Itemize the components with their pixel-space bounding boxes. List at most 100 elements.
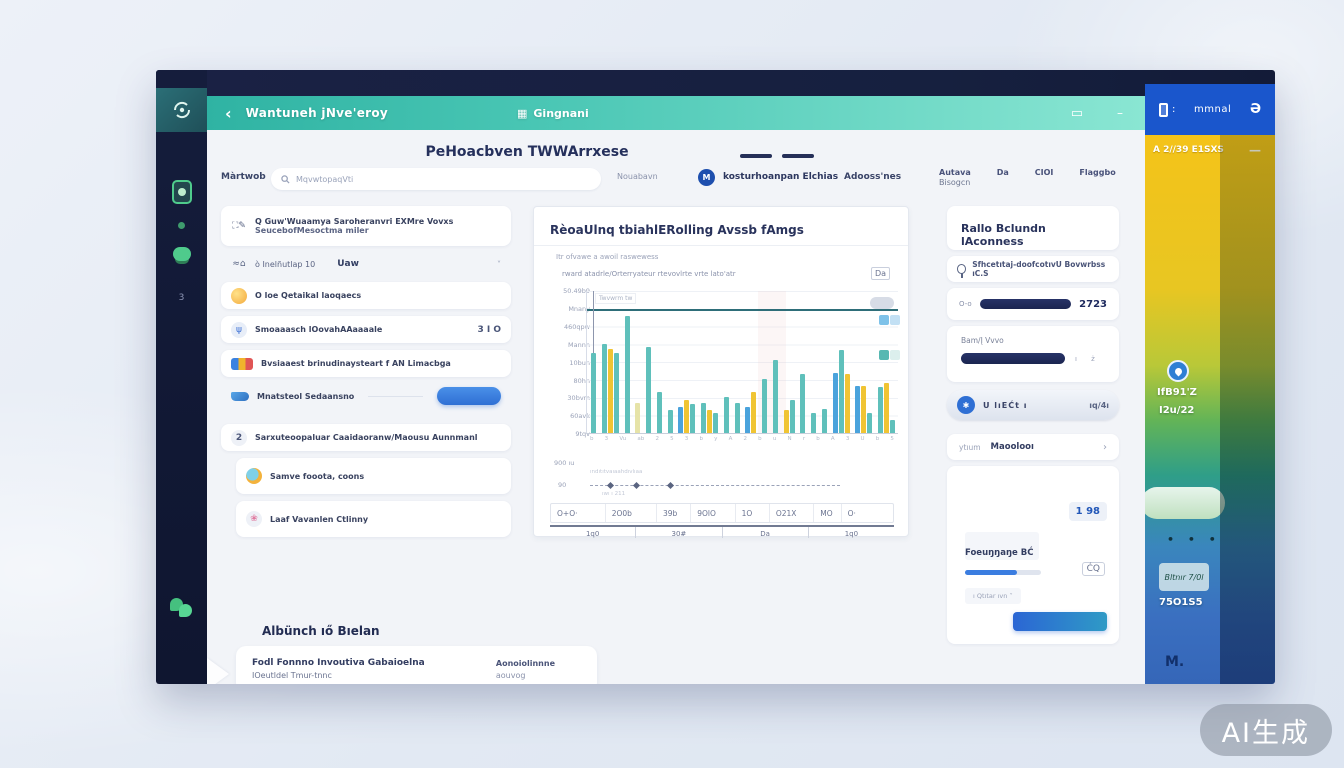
table-cell[interactable]: O+O· [551,504,606,522]
bar-group[interactable] [624,315,630,433]
access-row[interactable]: Sfhcetıtaj-doofcotıvU Bovwrbss ıC.S [947,256,1119,282]
bar-group[interactable] [635,402,641,433]
bar-group[interactable] [656,391,662,433]
bar-group[interactable] [701,402,718,433]
table-cell[interactable]: 1O [736,504,770,522]
list-item[interactable]: Bvsiaaest brinudinaysteart f AN Limacbga [221,350,511,377]
tab-indicator[interactable] [782,154,814,158]
bar[interactable] [591,352,596,433]
bar[interactable] [762,378,767,433]
display-icon[interactable]: ▭ [1070,105,1083,121]
bar[interactable] [734,402,740,433]
bar[interactable] [855,385,861,433]
table-cell[interactable]: O21X [770,504,815,522]
list-item[interactable]: ⛶✎ Q Guw'Wuaamya Saroheranvri EXMre Vovxs… [221,206,511,246]
bar[interactable] [811,412,816,433]
back-button[interactable]: ‹ [225,103,232,123]
location-pin-icon[interactable] [1167,360,1189,382]
bar[interactable] [723,397,729,433]
archive-card[interactable]: Fodl Fonnno Invoutiva Gabaioelna IOeutld… [236,646,597,684]
more-dots-icon[interactable]: • • • [1167,533,1221,546]
bar-group[interactable] [678,400,696,433]
selector-pill[interactable]: ✱ U lıEĆt ı ıq/4ı [947,390,1119,420]
strip-badge[interactable]: Bltnır 7/0l [1159,563,1209,591]
bar[interactable] [690,404,696,433]
bar-group[interactable] [878,382,895,433]
phone-icon[interactable]: : [1159,102,1175,117]
bar[interactable] [701,402,706,433]
bar[interactable] [635,402,641,433]
toolbar-meta[interactable]: Flaggbo [1079,168,1116,177]
bar[interactable] [878,387,883,433]
bar-group[interactable] [591,352,596,433]
list-item[interactable]: O loe Qetaikal laoqaecs [221,282,511,309]
bar-group[interactable] [762,378,767,433]
bar[interactable] [678,407,684,433]
bar[interactable] [624,315,630,433]
bar[interactable] [789,400,795,433]
app-logo-icon[interactable] [156,88,207,132]
bar[interactable] [751,391,757,433]
bar-group[interactable] [832,350,850,433]
bar-group[interactable] [723,397,729,433]
bar-group[interactable] [811,412,816,433]
bar[interactable] [684,400,690,433]
search-input[interactable]: MqvwtopaqVti [271,168,601,190]
bar[interactable] [884,382,889,433]
bar[interactable] [667,410,673,433]
bar-group[interactable] [855,385,873,433]
bar[interactable] [613,352,619,433]
header-nav-item[interactable]: ▦ Gingnani [517,107,589,120]
list-item[interactable]: Samve fooota, coons [236,458,511,494]
bar[interactable] [656,391,662,433]
bar-group[interactable] [800,374,806,433]
bar[interactable] [772,360,778,433]
bar[interactable] [745,407,751,433]
bar[interactable] [646,347,651,433]
bar[interactable] [783,410,789,433]
bar-group[interactable] [783,400,795,433]
bar[interactable] [861,385,867,433]
legend-chip[interactable] [879,315,900,327]
bar-group[interactable] [667,410,673,433]
bar[interactable] [832,372,838,433]
table-cell[interactable]: 9OlO [691,504,736,522]
bar-group[interactable] [646,347,651,433]
table-cell[interactable]: 39b [657,504,692,522]
tab-indicator[interactable] [740,154,772,158]
list-item[interactable]: ψ Smoaaasch lOovahAAaaaale 3 I O [221,316,511,343]
bar[interactable] [713,412,718,433]
dot-icon[interactable] [178,222,185,229]
bar-group[interactable] [821,408,827,433]
toolbar-meta[interactable]: Da [996,168,1009,177]
bar-group[interactable] [734,402,740,433]
minimize-icon[interactable]: – [1117,106,1123,120]
coins-icon[interactable] [172,247,191,261]
table-cell[interactable]: O· [847,508,856,518]
action-button[interactable] [437,387,501,405]
primary-action-button[interactable] [1013,612,1107,631]
copy-icon[interactable]: ĆQ [1081,562,1105,576]
table-cell[interactable]: MO [814,504,842,522]
bar[interactable] [601,344,607,433]
user-name[interactable]: kosturhoanpan Elchias [723,172,839,182]
toolbar-meta[interactable]: CIOI [1034,168,1054,177]
summary-note[interactable]: ı Qtıtar ıvn ˅ [965,588,1021,604]
bar[interactable] [821,408,827,433]
card-icon[interactable] [171,180,192,204]
legend-chip[interactable] [879,350,900,362]
avatar[interactable]: M [698,169,715,186]
bar-group[interactable] [745,391,757,433]
list-select-row[interactable]: ≈⌂ ò Inelñutlap 10 Uaw ˅ [221,252,511,276]
list-item[interactable]: ❀ Laaf Vavanlen Ctlinny [236,501,511,537]
table-cell[interactable]: 2O0b [606,504,658,522]
user-secondary[interactable]: Adooss'nes [844,172,902,182]
bar[interactable] [867,412,873,433]
toolbar-meta[interactable]: Autava Bisogcn [939,168,971,187]
leaf-icon[interactable] [170,598,192,618]
bar[interactable] [707,410,712,433]
bar[interactable] [890,420,895,433]
link-row[interactable]: ytıum Maoolooı › [947,434,1119,460]
chart-toggle-pill[interactable] [870,297,894,309]
power-icon[interactable]: Ə [1249,102,1261,117]
